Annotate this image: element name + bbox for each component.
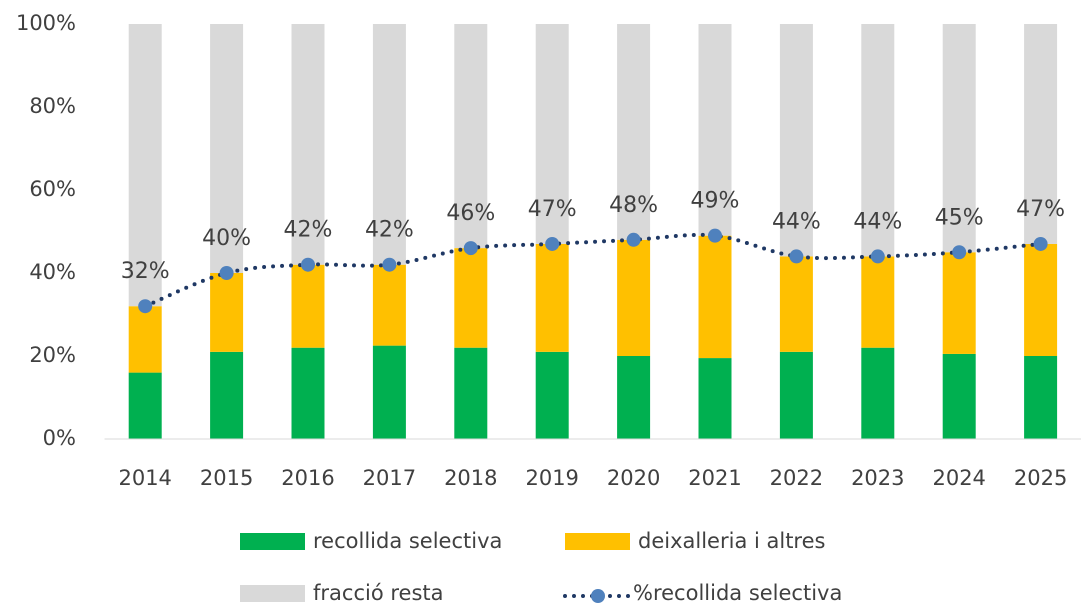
bar-segment	[372, 24, 406, 265]
line-marker	[545, 236, 560, 251]
bar-segment	[1024, 24, 1058, 244]
bar-segment	[779, 256, 813, 352]
line	[143, 232, 1043, 309]
data-label: 48%	[609, 193, 658, 218]
line-marker	[463, 241, 478, 256]
bar-segment	[291, 264, 325, 348]
x-tick-label: 2024	[932, 466, 985, 490]
bar-segment	[128, 372, 162, 439]
bar-segment	[535, 24, 569, 244]
bar-segment	[210, 24, 244, 273]
bar-segment	[291, 24, 325, 265]
bar-segment	[372, 345, 406, 439]
x-tick-label: 2021	[688, 466, 741, 490]
y-tick-label: 60%	[29, 177, 76, 201]
legend-label: fracció resta	[313, 581, 443, 605]
bar-segment	[291, 347, 325, 439]
legend-swatch	[240, 533, 305, 550]
line-marker	[789, 249, 804, 264]
bar-segment	[128, 24, 162, 307]
x-tick-label: 2019	[525, 466, 578, 490]
y-tick-label: 40%	[29, 260, 76, 284]
bar-segment	[617, 24, 651, 240]
line-marker	[138, 299, 153, 314]
bar-segment	[454, 347, 488, 439]
bar-segment	[372, 264, 406, 346]
x-tick-label: 2025	[1014, 466, 1067, 490]
data-label: 44%	[772, 209, 821, 234]
x-tick-label: 2022	[770, 466, 823, 490]
y-tick-label: 100%	[16, 11, 76, 35]
bar-segment	[1024, 356, 1058, 439]
x-tick-label: 2014	[118, 466, 171, 490]
data-label: 44%	[853, 209, 902, 234]
bar-segment	[779, 24, 813, 257]
bar-segment	[779, 351, 813, 439]
x-tick-label: 2017	[363, 466, 416, 490]
legend-swatch	[240, 585, 305, 602]
legend-label: recollida selectiva	[313, 529, 502, 553]
bar-segment	[535, 243, 569, 352]
data-label: 45%	[935, 205, 984, 230]
bar-segment	[698, 24, 732, 236]
bar-segment	[698, 235, 732, 359]
bar-segment	[861, 256, 895, 348]
x-tick-label: 2018	[444, 466, 497, 490]
y-tick-label: 20%	[29, 343, 76, 367]
data-label: 40%	[202, 226, 251, 251]
bar-segment	[617, 356, 651, 439]
bar-segment	[1024, 243, 1058, 356]
data-label: 42%	[284, 218, 333, 243]
bar-segment	[454, 248, 488, 348]
bar-segment	[942, 252, 976, 354]
y-tick-label: 80%	[29, 94, 76, 118]
line-marker	[626, 232, 641, 247]
line-marker	[1033, 236, 1048, 251]
bar-segment	[128, 306, 162, 373]
legend-marker	[591, 589, 605, 603]
data-label: 49%	[691, 189, 740, 214]
line-marker	[301, 257, 315, 272]
bar-segment	[942, 24, 976, 253]
data-label: 47%	[528, 197, 577, 222]
line-marker	[952, 245, 967, 260]
line-marker	[708, 228, 722, 243]
bar-segment	[698, 358, 732, 439]
line-marker	[219, 266, 234, 280]
line-marker	[870, 249, 885, 264]
legend-label: %recollida selectiva	[633, 581, 842, 605]
legend-swatch	[565, 533, 630, 550]
bar-segment	[454, 24, 488, 249]
y-tick-label: 0%	[43, 426, 76, 450]
x-tick-label: 2023	[851, 466, 904, 490]
data-label: 42%	[365, 218, 414, 243]
x-tick-label: 2016	[281, 466, 334, 490]
data-label: 47%	[1016, 197, 1065, 222]
bar-segment	[617, 239, 651, 356]
data-label: 32%	[121, 259, 170, 284]
bar-segment	[861, 347, 895, 439]
x-tick-label: 2020	[607, 466, 660, 490]
line-marker	[382, 257, 397, 272]
bar-segment	[942, 353, 976, 439]
bar-segment	[210, 273, 244, 352]
bar-segment	[535, 351, 569, 439]
data-label: 46%	[446, 201, 495, 226]
x-tick-label: 2015	[200, 466, 253, 490]
legend-label: deixalleria i altres	[638, 529, 825, 553]
bar-segment	[861, 24, 895, 257]
bar-segment	[210, 351, 244, 439]
